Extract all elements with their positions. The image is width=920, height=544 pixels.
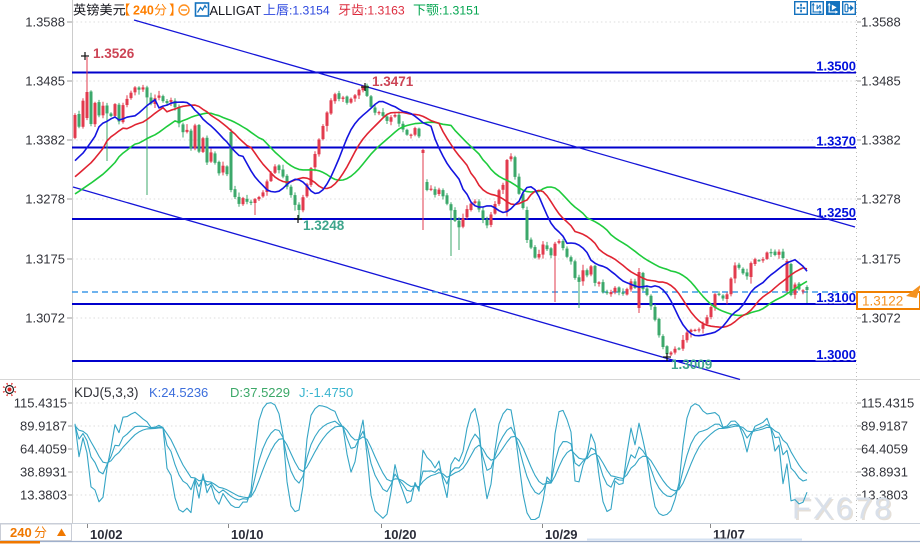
svg-text:1.3009: 1.3009: [671, 357, 712, 372]
svg-text:1.3471: 1.3471: [372, 74, 414, 89]
svg-text:115.4315: 115.4315: [14, 396, 67, 411]
svg-text:1.3175: 1.3175: [25, 252, 65, 267]
svg-text:64.4059: 64.4059: [861, 442, 908, 457]
svg-text:1.3526: 1.3526: [93, 46, 135, 61]
svg-text:1.3175: 1.3175: [861, 252, 901, 267]
svg-text:240: 240: [133, 4, 154, 18]
svg-text:89.9187: 89.9187: [20, 419, 67, 434]
svg-text:1.3588: 1.3588: [25, 15, 65, 30]
svg-text:1.3072: 1.3072: [25, 311, 65, 326]
svg-text:1.3382: 1.3382: [25, 133, 65, 148]
svg-text:1.3485: 1.3485: [25, 74, 65, 89]
svg-text:1.3072: 1.3072: [861, 311, 901, 326]
svg-text:64.4059: 64.4059: [20, 442, 67, 457]
svg-text:1.3278: 1.3278: [25, 192, 65, 207]
svg-text:J:-1.4750: J:-1.4750: [299, 385, 353, 400]
svg-text:115.4315: 115.4315: [861, 396, 914, 411]
svg-text:1.3588: 1.3588: [861, 15, 901, 30]
svg-text:FX678: FX678: [792, 491, 893, 526]
svg-text:38.8931: 38.8931: [20, 465, 67, 480]
svg-text:1.3250: 1.3250: [816, 205, 856, 220]
svg-text:1.3500: 1.3500: [816, 59, 856, 74]
svg-text:10/10: 10/10: [231, 527, 264, 542]
svg-text:13.3803: 13.3803: [861, 488, 908, 503]
svg-text::1.3154: :1.3154: [289, 4, 330, 18]
svg-text:1.3278: 1.3278: [861, 192, 901, 207]
svg-text:1.3382: 1.3382: [861, 133, 901, 148]
svg-text:1.3485: 1.3485: [861, 74, 901, 89]
svg-text:KDJ(5,3,3): KDJ(5,3,3): [74, 385, 139, 400]
svg-text:1.3122: 1.3122: [862, 294, 903, 309]
svg-text:D:37.5229: D:37.5229: [230, 385, 290, 400]
svg-text:FX678: FX678: [794, 492, 895, 527]
svg-text:1.3000: 1.3000: [816, 347, 856, 362]
svg-text:89.9187: 89.9187: [861, 419, 908, 434]
svg-text::1.3163: :1.3163: [364, 4, 405, 18]
svg-text:10/29: 10/29: [545, 527, 578, 542]
svg-text:38.8931: 38.8931: [861, 465, 908, 480]
svg-text:K:24.5236: K:24.5236: [149, 385, 208, 400]
svg-text:ALLIGAT: ALLIGAT: [210, 3, 262, 18]
svg-text:13.3803: 13.3803: [20, 488, 67, 503]
svg-text:11/07: 11/07: [713, 527, 745, 542]
svg-text::1.3151: :1.3151: [439, 4, 480, 18]
svg-text:240: 240: [10, 525, 32, 540]
svg-text:1.3248: 1.3248: [303, 218, 345, 233]
svg-text:1.3100: 1.3100: [816, 290, 856, 305]
svg-text:1.3370: 1.3370: [816, 134, 856, 149]
svg-text:10/20: 10/20: [384, 527, 417, 542]
svg-text:10/02: 10/02: [90, 527, 123, 542]
